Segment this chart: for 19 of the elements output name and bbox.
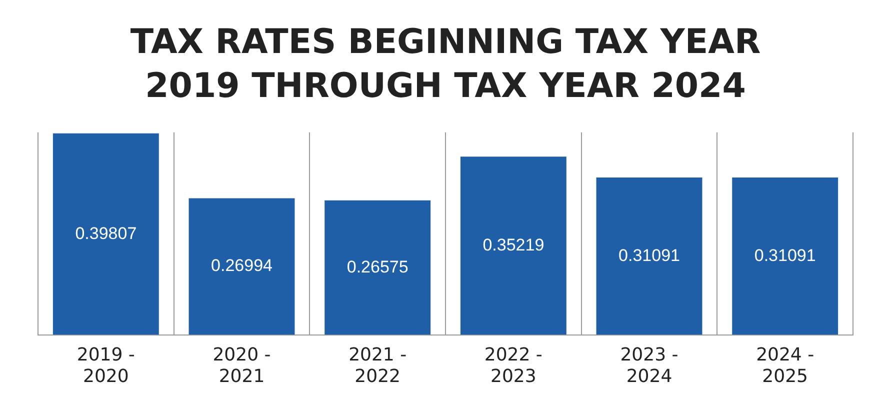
bar <box>460 156 566 335</box>
x-tick-label: 2023 - 2024 <box>620 344 678 387</box>
bar <box>188 198 295 335</box>
data-label: 0.26994 <box>211 256 272 276</box>
data-label: 0.31091 <box>754 246 816 265</box>
data-label: 0.26575 <box>346 257 408 276</box>
x-tick-label: 2019 - 2020 <box>76 344 135 387</box>
data-label: 0.39807 <box>75 224 137 243</box>
x-tick-label: 2020 - 2021 <box>212 344 271 387</box>
bar <box>596 177 702 335</box>
x-tick-label: 2021 - 2022 <box>348 344 407 387</box>
x-tick-label: 2024 - 2025 <box>756 344 814 387</box>
chart-title: TAX RATES BEGINNING TAX YEAR 2019 THROUGH TAX YEAR 2024 <box>130 22 761 106</box>
data-label: 0.31091 <box>618 246 680 265</box>
data-label: 0.35219 <box>482 235 544 254</box>
x-tick-label: 2022 - 2023 <box>484 344 542 387</box>
bar <box>732 177 838 335</box>
bar <box>52 133 159 335</box>
bar <box>324 200 431 335</box>
